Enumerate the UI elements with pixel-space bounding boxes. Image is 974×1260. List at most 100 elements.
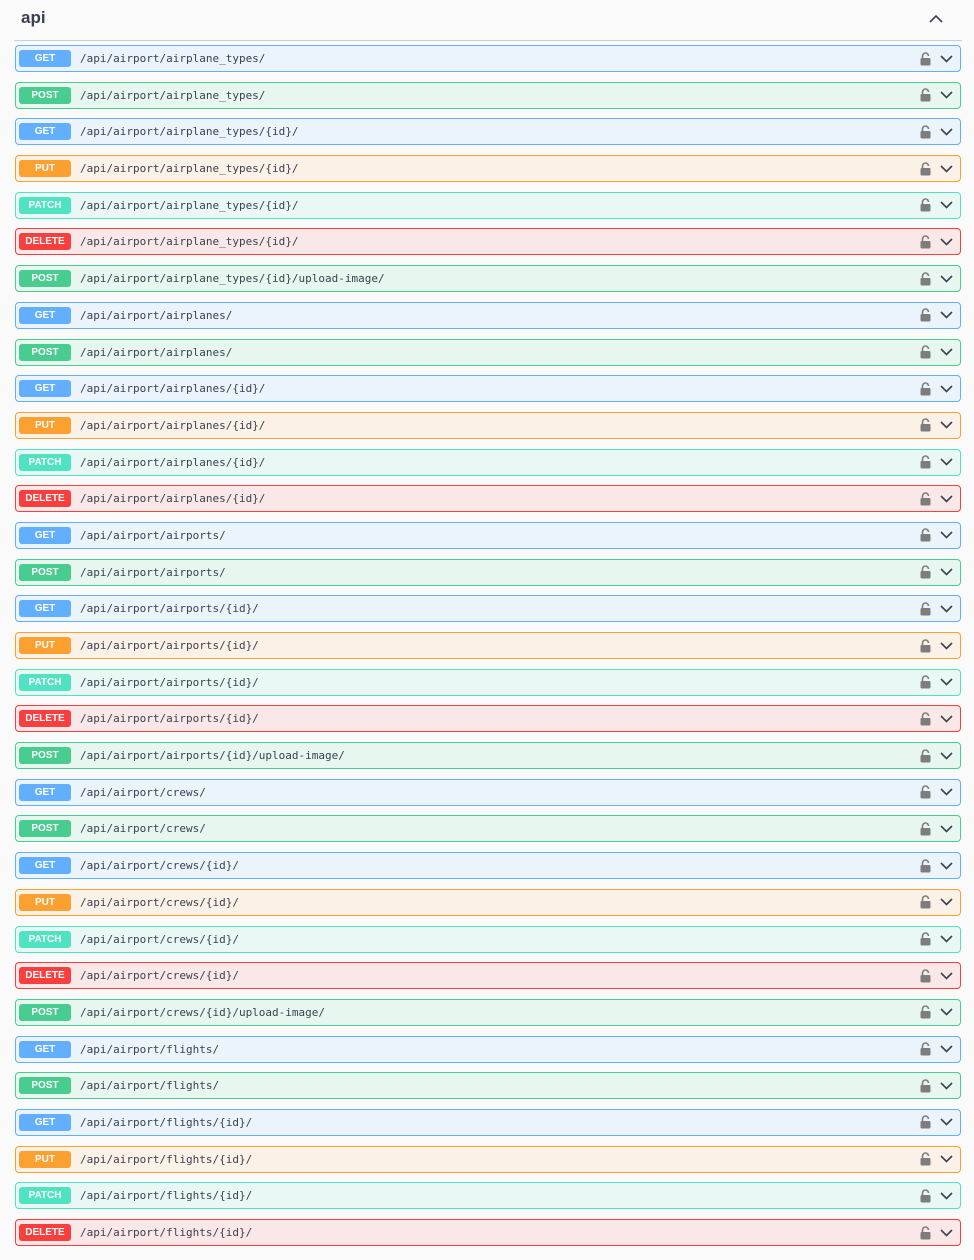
chevron-down-icon[interactable] xyxy=(938,87,954,103)
operation-row-get[interactable]: GET/api/airport/flights/{id}/ xyxy=(15,1108,961,1136)
chevron-down-icon[interactable] xyxy=(938,344,954,360)
chevron-down-icon[interactable] xyxy=(938,381,954,397)
chevron-down-icon[interactable] xyxy=(938,1188,954,1204)
operation-row-post[interactable]: POST/api/airport/airplane_types/ xyxy=(15,81,961,109)
chevron-down-icon[interactable] xyxy=(938,968,954,984)
lock-icon[interactable] xyxy=(918,381,932,397)
chevron-down-icon[interactable] xyxy=(938,894,954,910)
lock-icon[interactable] xyxy=(918,1114,932,1130)
operation-row-get[interactable]: GET/api/airport/airplanes/ xyxy=(15,301,961,329)
chevron-down-icon[interactable] xyxy=(938,821,954,837)
chevron-down-icon[interactable] xyxy=(938,858,954,874)
lock-icon[interactable] xyxy=(918,711,932,727)
lock-icon[interactable] xyxy=(918,307,932,323)
chevron-down-icon[interactable] xyxy=(938,51,954,67)
chevron-down-icon[interactable] xyxy=(938,931,954,947)
operation-row-patch[interactable]: PATCH/api/airport/airplane_types/{id}/ xyxy=(15,191,961,219)
lock-icon[interactable] xyxy=(918,1151,932,1167)
operation-row-put[interactable]: PUT/api/airport/airplanes/{id}/ xyxy=(15,411,961,439)
chevron-down-icon[interactable] xyxy=(938,674,954,690)
chevron-down-icon[interactable] xyxy=(938,491,954,507)
operation-row-delete[interactable]: DELETE/api/airport/airplane_types/{id}/ xyxy=(15,228,961,256)
lock-icon[interactable] xyxy=(918,638,932,654)
lock-icon[interactable] xyxy=(918,87,932,103)
operation-row-delete[interactable]: DELETE/api/airport/airports/{id}/ xyxy=(15,705,961,733)
tag-section-header[interactable]: api xyxy=(14,0,962,41)
operation-row-get[interactable]: GET/api/airport/airports/ xyxy=(15,521,961,549)
lock-icon[interactable] xyxy=(918,1225,932,1241)
lock-icon[interactable] xyxy=(918,674,932,690)
operation-row-get[interactable]: GET/api/airport/flights/ xyxy=(15,1035,961,1063)
operation-row-post[interactable]: POST/api/airport/crews/{id}/upload-image… xyxy=(15,998,961,1026)
chevron-down-icon[interactable] xyxy=(938,234,954,250)
chevron-down-icon[interactable] xyxy=(938,417,954,433)
lock-icon[interactable] xyxy=(918,161,932,177)
chevron-down-icon[interactable] xyxy=(938,784,954,800)
chevron-down-icon[interactable] xyxy=(938,1078,954,1094)
chevron-down-icon[interactable] xyxy=(938,1151,954,1167)
operation-row-put[interactable]: PUT/api/airport/airports/{id}/ xyxy=(15,632,961,659)
lock-icon[interactable] xyxy=(918,1004,932,1020)
lock-icon[interactable] xyxy=(918,271,932,287)
operation-row-post[interactable]: POST/api/airport/airports/{id}/upload-im… xyxy=(15,742,961,770)
chevron-down-icon[interactable] xyxy=(938,1114,954,1130)
operation-row-patch[interactable]: PATCH/api/airport/flights/{id}/ xyxy=(15,1182,961,1210)
operation-row-put[interactable]: PUT/api/airport/crews/{id}/ xyxy=(15,888,961,916)
lock-icon[interactable] xyxy=(918,527,932,543)
operation-row-post[interactable]: POST/api/airport/crews/ xyxy=(15,815,961,843)
lock-icon[interactable] xyxy=(918,344,932,360)
chevron-down-icon[interactable] xyxy=(938,564,954,580)
lock-icon[interactable] xyxy=(918,454,932,470)
lock-icon[interactable] xyxy=(918,1041,932,1057)
operation-row-get[interactable]: GET/api/airport/airplane_types/{id}/ xyxy=(15,118,961,146)
operation-row-delete[interactable]: DELETE/api/airport/crews/{id}/ xyxy=(15,962,961,990)
lock-icon[interactable] xyxy=(918,234,932,250)
operation-row-get[interactable]: GET/api/airport/airports/{id}/ xyxy=(15,595,961,623)
chevron-down-icon[interactable] xyxy=(938,197,954,213)
chevron-down-icon[interactable] xyxy=(938,601,954,617)
operation-row-post[interactable]: POST/api/airport/airplanes/ xyxy=(15,338,961,366)
lock-icon[interactable] xyxy=(918,564,932,580)
lock-icon[interactable] xyxy=(918,894,932,910)
operation-row-patch[interactable]: PATCH/api/airport/crews/{id}/ xyxy=(15,925,961,953)
lock-icon[interactable] xyxy=(918,124,932,140)
chevron-down-icon[interactable] xyxy=(938,1225,954,1241)
operation-row-post[interactable]: POST/api/airport/airports/ xyxy=(15,558,961,586)
operation-row-patch[interactable]: PATCH/api/airport/airplanes/{id}/ xyxy=(15,448,961,476)
operation-row-patch[interactable]: PATCH/api/airport/airports/{id}/ xyxy=(15,668,961,696)
operation-row-post[interactable]: POST/api/airport/flights/ xyxy=(15,1072,961,1100)
chevron-down-icon[interactable] xyxy=(938,527,954,543)
chevron-down-icon[interactable] xyxy=(938,161,954,177)
lock-icon[interactable] xyxy=(918,858,932,874)
lock-icon[interactable] xyxy=(918,51,932,67)
lock-icon[interactable] xyxy=(918,1188,932,1204)
lock-icon[interactable] xyxy=(918,1078,932,1094)
operation-row-post[interactable]: POST/api/airport/airplane_types/{id}/upl… xyxy=(15,265,961,293)
chevron-down-icon[interactable] xyxy=(938,748,954,764)
chevron-down-icon[interactable] xyxy=(938,638,954,654)
lock-icon[interactable] xyxy=(918,748,932,764)
lock-icon[interactable] xyxy=(918,491,932,507)
lock-icon[interactable] xyxy=(918,931,932,947)
chevron-up-icon[interactable] xyxy=(924,6,948,30)
operation-row-delete[interactable]: DELETE/api/airport/flights/{id}/ xyxy=(15,1219,961,1246)
chevron-down-icon[interactable] xyxy=(938,307,954,323)
chevron-down-icon[interactable] xyxy=(938,454,954,470)
lock-icon[interactable] xyxy=(918,417,932,433)
operation-row-get[interactable]: GET/api/airport/airplane_types/ xyxy=(15,45,961,72)
chevron-down-icon[interactable] xyxy=(938,711,954,727)
chevron-down-icon[interactable] xyxy=(938,1041,954,1057)
operation-row-get[interactable]: GET/api/airport/airplanes/{id}/ xyxy=(15,375,961,403)
operation-row-put[interactable]: PUT/api/airport/airplane_types/{id}/ xyxy=(15,155,961,183)
lock-icon[interactable] xyxy=(918,601,932,617)
lock-icon[interactable] xyxy=(918,968,932,984)
operation-row-get[interactable]: GET/api/airport/crews/{id}/ xyxy=(15,852,961,880)
operation-row-put[interactable]: PUT/api/airport/flights/{id}/ xyxy=(15,1145,961,1173)
operation-row-delete[interactable]: DELETE/api/airport/airplanes/{id}/ xyxy=(15,485,961,513)
operation-row-get[interactable]: GET/api/airport/crews/ xyxy=(15,778,961,806)
chevron-down-icon[interactable] xyxy=(938,124,954,140)
chevron-down-icon[interactable] xyxy=(938,1004,954,1020)
lock-icon[interactable] xyxy=(918,784,932,800)
lock-icon[interactable] xyxy=(918,821,932,837)
lock-icon[interactable] xyxy=(918,197,932,213)
